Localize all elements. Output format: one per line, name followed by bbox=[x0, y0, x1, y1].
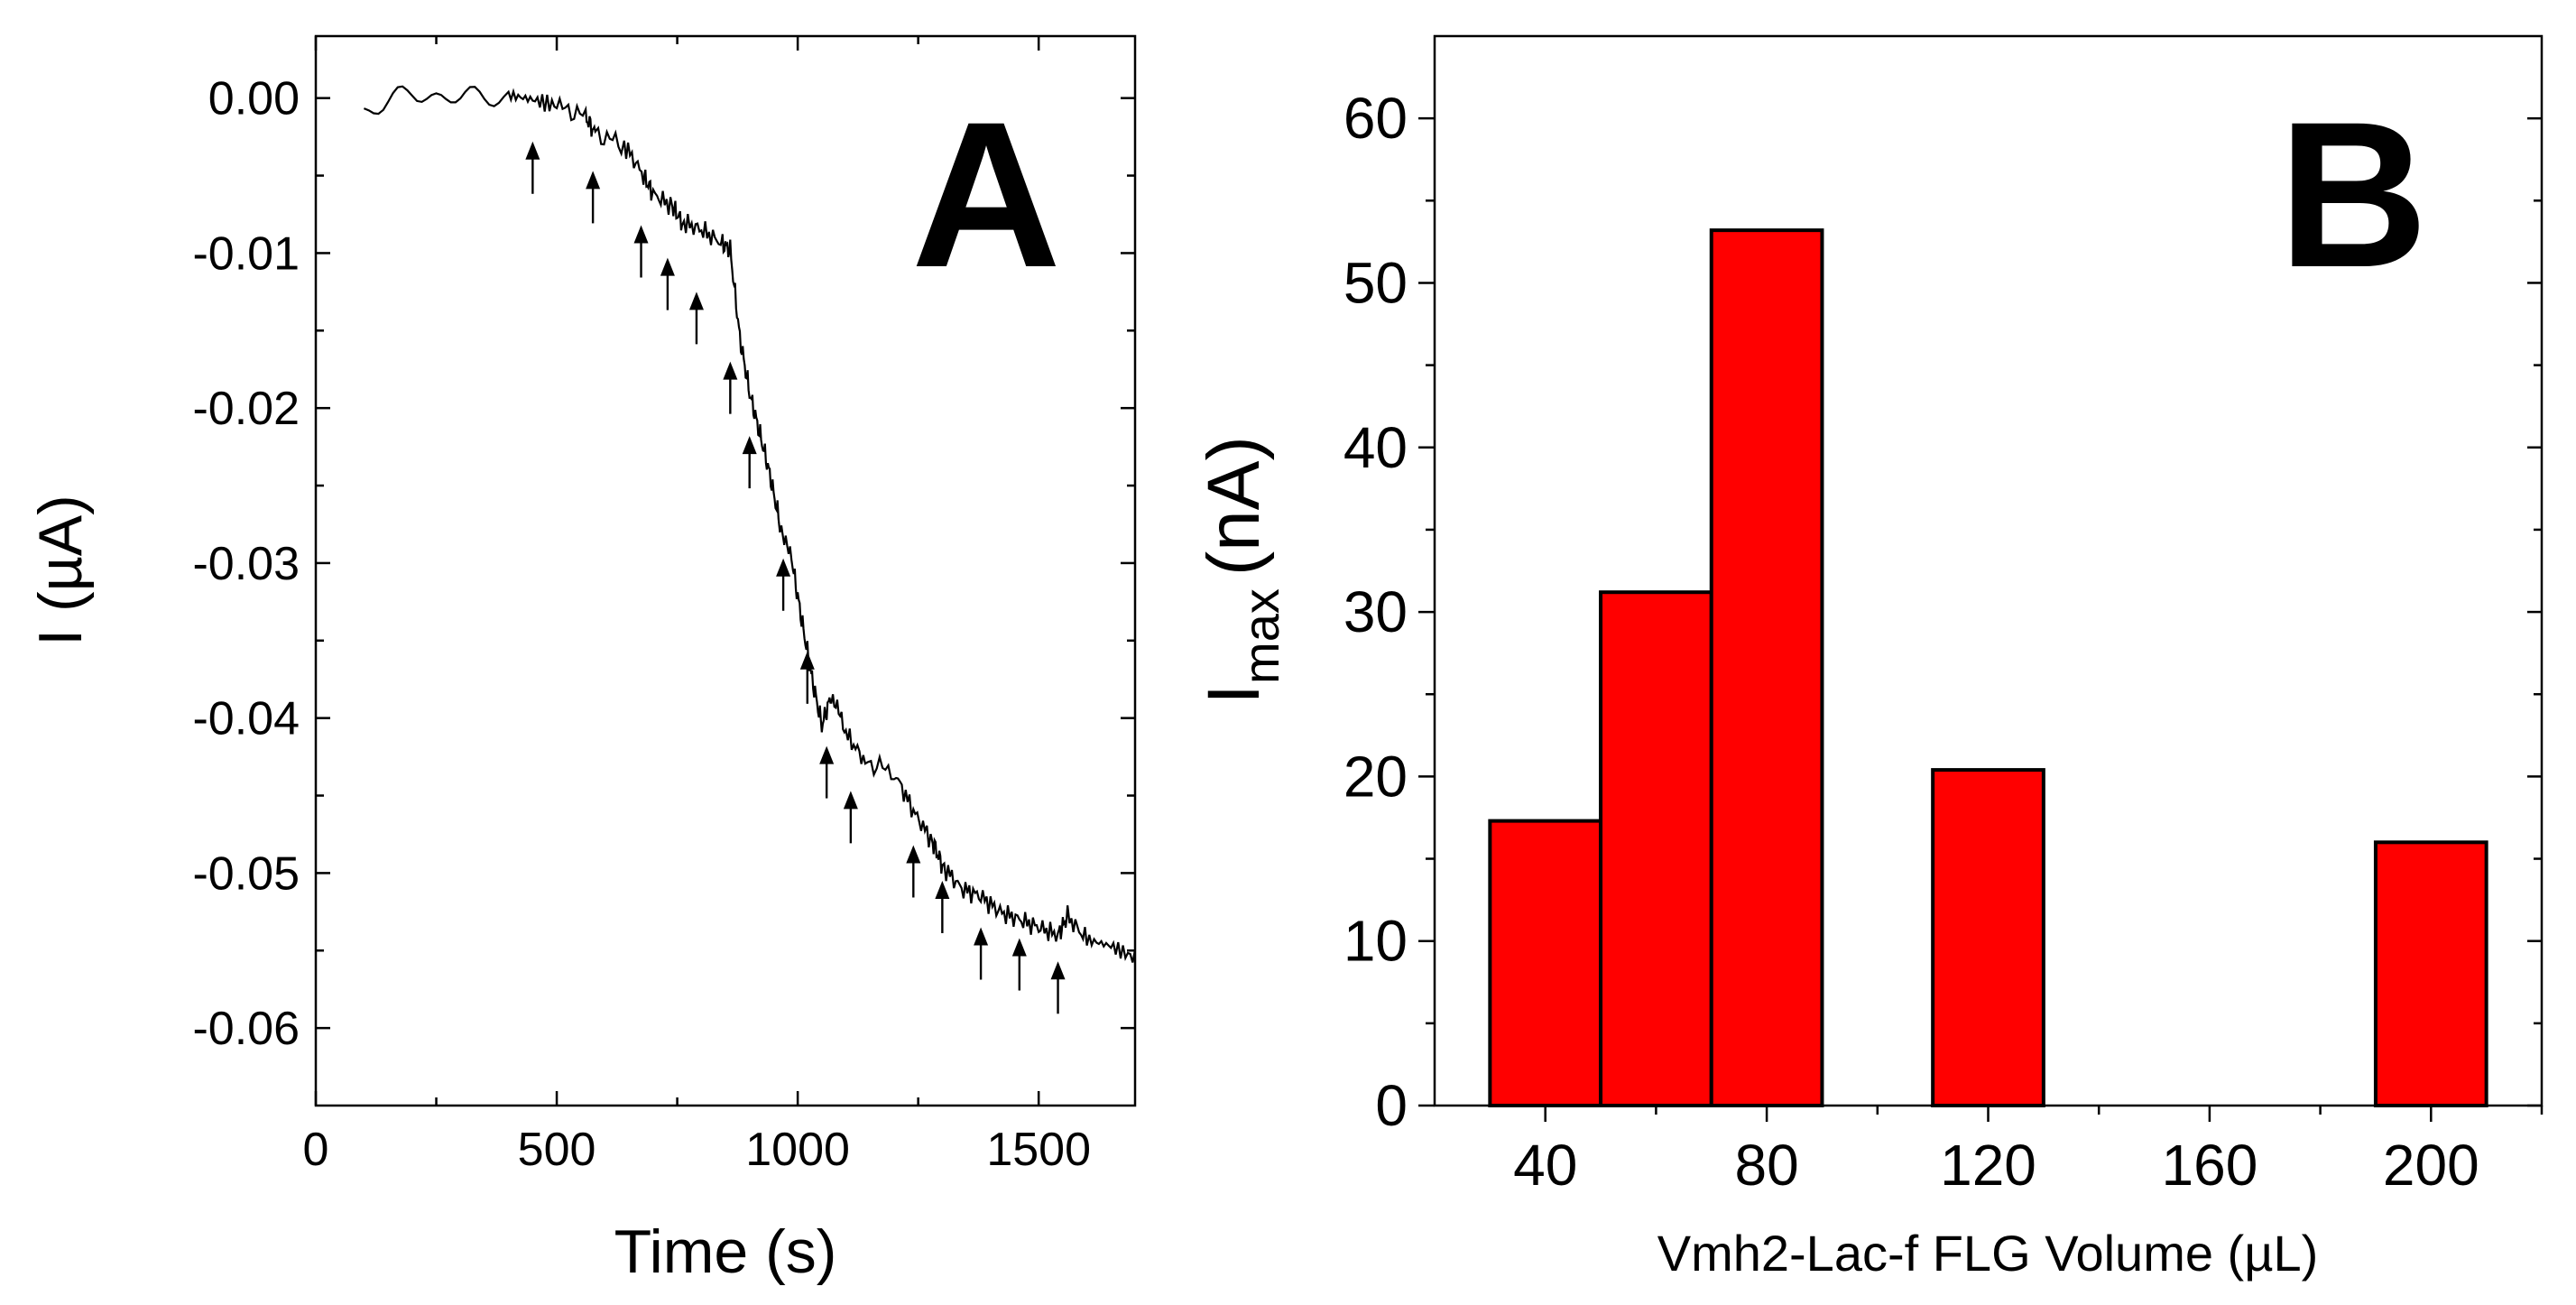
panel-a-y-tick-label: -0.03 bbox=[192, 538, 300, 590]
panel-a-arrow-head bbox=[819, 745, 835, 764]
panel-b-bar bbox=[1488, 819, 1603, 1107]
panel-b-y-axis-subscript: max bbox=[1233, 588, 1289, 684]
panel-b-bar bbox=[1599, 590, 1713, 1107]
panel-b-x-tick-label: 160 bbox=[2162, 1133, 2258, 1198]
panel-a-x-axis-title: Time (s) bbox=[614, 1217, 837, 1286]
panel-a-y-tick-label: 0.00 bbox=[208, 73, 300, 125]
panel-a-arrow-head bbox=[525, 141, 540, 160]
panel-a-arrow-head bbox=[799, 651, 815, 670]
panel-a-y-tick-label: -0.02 bbox=[192, 383, 300, 435]
panel-b-y-axis-unit: (nA) bbox=[1193, 436, 1275, 576]
panel-a-current-trace bbox=[363, 85, 1137, 963]
panel-a-arrow-head bbox=[1011, 938, 1027, 957]
panel-b-x-tick-label: 200 bbox=[2383, 1133, 2479, 1198]
panel-b-y-tick-label: 60 bbox=[1343, 86, 1408, 151]
panel-b-x-tick-label: 80 bbox=[1735, 1133, 1799, 1198]
panel-a-arrow-head bbox=[586, 171, 601, 190]
panel-b-y-axis-symbol: I bbox=[1193, 684, 1275, 705]
panel-a-arrow-head bbox=[1050, 961, 1066, 980]
panel-b-letter: B bbox=[2278, 79, 2428, 310]
panel-a-arrow-head bbox=[843, 791, 858, 810]
panel-b-bar bbox=[2373, 840, 2488, 1107]
panel-a-y-tick-label: -0.01 bbox=[192, 227, 300, 280]
panel-a-line-chart: 0 500 1000 1500 0.00 -0.01 -0.02 -0.03 -0.04 -0.… bbox=[26, 34, 1137, 1286]
panel-b-bar-chart: 40 80 120 160 200 0 10 20 30 40 50 60 B Vmh2-Lac-f… bbox=[1193, 34, 2544, 1282]
panel-b-bar bbox=[1709, 228, 1824, 1108]
panel-a-arrow-head bbox=[723, 361, 738, 380]
panel-a-arrow-head bbox=[906, 845, 921, 864]
panel-a-x-tick-label: 500 bbox=[518, 1124, 596, 1176]
panel-b-y-tick-label: 0 bbox=[1375, 1073, 1408, 1138]
panel-a-arrow-head bbox=[974, 927, 989, 946]
panel-a-arrow-head bbox=[688, 292, 704, 310]
panel-a-arrow-head bbox=[742, 436, 757, 455]
panel-a-y-tick-label: -0.05 bbox=[192, 847, 300, 900]
panel-a-plot-frame bbox=[314, 34, 1137, 1107]
panel-a-arrow-head bbox=[633, 225, 649, 244]
panel-b-y-tick-label: 10 bbox=[1343, 909, 1408, 974]
panel-a-y-tick-label: -0.06 bbox=[192, 1003, 300, 1055]
panel-a-x-tick-label: 1000 bbox=[745, 1124, 850, 1176]
panel-a-y-axis-title: I (µA) bbox=[26, 495, 95, 646]
panel-b-x-tick-label: 40 bbox=[1513, 1133, 1577, 1198]
panel-b-y-tick-label: 50 bbox=[1343, 250, 1408, 315]
panel-b-x-tick-label: 120 bbox=[1940, 1133, 2036, 1198]
panel-a-letter: A bbox=[911, 79, 1061, 310]
panel-a-x-tick-label: 0 bbox=[303, 1124, 329, 1176]
panel-a-x-tick-label: 1500 bbox=[986, 1124, 1091, 1176]
panel-a-y-tick-label: -0.04 bbox=[192, 693, 300, 745]
panel-b-bar bbox=[1931, 768, 2045, 1107]
panel-a-arrow-head bbox=[776, 558, 791, 577]
panel-a-arrow-head bbox=[660, 257, 675, 276]
panel-b-y-tick-label: 40 bbox=[1343, 415, 1408, 480]
panel-b-y-axis-title: Imax (nA) bbox=[1193, 436, 1289, 705]
panel-b-y-tick-label: 30 bbox=[1343, 579, 1408, 644]
panel-b-x-axis-title: Vmh2-Lac-f FLG Volume (µL) bbox=[1657, 1225, 2319, 1282]
panel-a-arrow-head bbox=[935, 880, 950, 899]
panel-b-y-tick-label: 20 bbox=[1343, 744, 1408, 809]
